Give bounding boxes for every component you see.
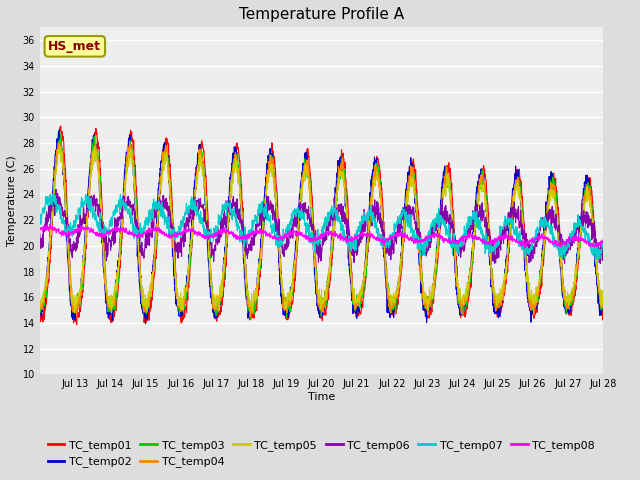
TC_temp07 [310,242,318,248]
TC_temp04 [599,299,607,305]
TC_temp03 [583,186,591,192]
TC_temp01 [73,322,81,327]
TC_temp01 [480,163,488,168]
TC_temp04 [65,256,72,262]
TC_temp04 [583,182,591,188]
TC_temp05 [599,293,607,299]
Line: TC_temp06: TC_temp06 [40,189,603,264]
Line: TC_temp03: TC_temp03 [40,134,603,319]
Line: TC_temp02: TC_temp02 [40,130,603,324]
TC_temp07 [583,231,591,237]
TC_temp07 [49,192,57,197]
Line: TC_temp08: TC_temp08 [40,224,603,248]
TC_temp03 [247,316,255,322]
TC_temp07 [599,240,607,245]
TC_temp04 [310,252,318,258]
TC_temp03 [296,220,303,226]
TC_temp02 [141,321,149,326]
Line: TC_temp04: TC_temp04 [40,135,603,317]
TC_temp05 [480,183,488,189]
TC_temp07 [65,228,73,233]
TC_temp05 [583,199,591,204]
TC_temp03 [480,183,488,189]
TC_temp01 [583,180,591,186]
TC_temp05 [583,184,591,190]
Legend: TC_temp01, TC_temp02, TC_temp03, TC_temp04, TC_temp05, TC_temp06, TC_temp07, TC_: TC_temp01, TC_temp02, TC_temp03, TC_temp… [44,435,600,472]
TC_temp06 [596,261,604,266]
TC_temp02 [296,195,303,201]
TC_temp04 [246,314,254,320]
TC_temp02 [583,176,591,182]
TC_temp06 [479,209,487,215]
TC_temp06 [310,236,318,242]
TC_temp06 [583,209,591,215]
TC_temp03 [57,131,65,137]
TC_temp05 [296,213,303,218]
TC_temp02 [65,271,73,277]
TC_temp04 [583,184,591,190]
TC_temp03 [599,301,607,307]
TC_temp06 [583,220,591,226]
TC_temp08 [583,239,591,244]
TC_temp08 [521,245,529,251]
TC_temp06 [599,255,607,261]
TC_temp05 [108,310,115,316]
Title: Temperature Profile A: Temperature Profile A [239,7,404,22]
Y-axis label: Temperature (C): Temperature (C) [7,156,17,246]
X-axis label: Time: Time [308,392,335,402]
TC_temp07 [36,212,44,218]
TC_temp07 [479,231,487,237]
TC_temp01 [310,231,318,237]
TC_temp02 [36,313,44,319]
TC_temp04 [36,301,44,307]
TC_temp08 [295,231,303,237]
TC_temp01 [599,301,607,307]
TC_temp07 [295,215,303,220]
Line: TC_temp07: TC_temp07 [40,194,603,259]
TC_temp05 [65,256,73,262]
TC_temp01 [57,123,65,129]
TC_temp01 [583,181,591,187]
TC_temp08 [36,228,44,233]
TC_temp02 [56,127,63,132]
TC_temp02 [599,304,607,310]
TC_temp06 [36,230,44,236]
TC_temp02 [480,172,488,178]
TC_temp08 [65,230,73,236]
TC_temp07 [583,232,591,238]
TC_temp07 [559,256,566,262]
TC_temp01 [296,223,303,228]
TC_temp08 [46,221,54,227]
TC_temp05 [56,144,63,149]
TC_temp01 [36,318,44,324]
TC_temp05 [310,242,318,248]
Line: TC_temp01: TC_temp01 [40,126,603,324]
TC_temp04 [480,180,488,185]
TC_temp04 [296,210,303,216]
TC_temp03 [310,253,318,259]
TC_temp08 [310,235,318,240]
TC_temp03 [36,300,44,306]
TC_temp06 [295,207,303,213]
TC_temp02 [310,260,318,265]
TC_temp08 [479,240,487,246]
TC_temp03 [583,182,591,188]
TC_temp03 [65,249,73,255]
TC_temp04 [92,132,99,138]
TC_temp05 [36,304,44,310]
Line: TC_temp05: TC_temp05 [40,146,603,313]
TC_temp08 [583,240,591,245]
TC_temp06 [52,186,60,192]
TC_temp02 [583,172,591,178]
TC_temp01 [65,246,73,252]
Text: HS_met: HS_met [48,40,101,53]
TC_temp06 [65,228,73,234]
TC_temp08 [599,240,607,246]
